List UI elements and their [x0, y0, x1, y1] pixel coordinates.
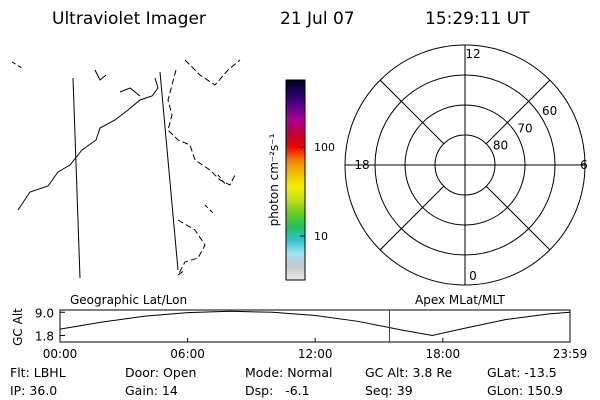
coastline [167, 59, 241, 186]
status-field: Seq: 39 [365, 383, 413, 398]
coastline [17, 77, 159, 211]
status-field: GLon: 150.9 [487, 383, 563, 398]
colorbar-fill [285, 79, 306, 281]
mlt-label: 18 [354, 158, 369, 172]
polar-ring-label: 80 [493, 138, 508, 152]
y-axis-label: GC Alt [11, 308, 25, 346]
polar-ring-label: 60 [542, 104, 557, 118]
status-field: Gain: 14 [125, 383, 178, 398]
status-field: Flt: LBHL [10, 365, 66, 380]
meridian [72, 77, 81, 279]
mlt-label: 0 [469, 269, 477, 283]
coastline [177, 219, 206, 276]
status-field: Dsp: -6.1 [245, 383, 310, 398]
instrument: Ultraviolet Imager [52, 9, 206, 29]
polar-spoke [485, 79, 551, 145]
meridian [159, 71, 179, 271]
x-tick-label: 06:00 [170, 347, 205, 361]
mlt-label: 12 [465, 47, 480, 61]
polar-spoke [379, 185, 445, 251]
altitude-chart: 1.8 9.0 00:00 06:00 12:00 18:00 23:59 [35, 306, 587, 361]
status-field: Mode: Normal [245, 365, 332, 380]
colorbar-tick-label: 10 [314, 230, 328, 243]
mlt-label: 6 [580, 158, 588, 172]
colorbar-tick-label: 100 [314, 141, 335, 154]
coastline [11, 61, 227, 216]
colorbar: 10 100 [285, 79, 335, 281]
altitude-line [59, 310, 571, 337]
colorbar-label: photon cm⁻²s⁻¹ [267, 133, 281, 226]
polar-ring [404, 104, 526, 226]
status-field: IP: 36.0 [10, 383, 57, 398]
polar-ring [434, 134, 496, 196]
status-field: Door: Open [125, 365, 196, 380]
y-tick-label: 9.0 [35, 306, 54, 320]
status-field: GC Alt: 3.8 Re [365, 365, 452, 380]
left-label: Geographic Lat/Lon [70, 293, 187, 307]
polar-spoke [485, 185, 551, 251]
x-tick-label: 00:00 [43, 347, 78, 361]
x-tick-label: 23:59 [553, 347, 588, 361]
right-label: Apex MLat/MLT [415, 293, 505, 307]
y-tick-label: 1.8 [35, 330, 54, 344]
coastline [94, 69, 141, 97]
polar-ring-label: 70 [517, 121, 532, 135]
x-tick-label: 12:00 [298, 347, 333, 361]
time: 15:29:11 UT [425, 9, 530, 29]
date: 21 Jul 07 [280, 9, 355, 29]
x-tick-label: 18:00 [426, 347, 461, 361]
polar-spoke [379, 79, 445, 145]
polar-ring [374, 74, 556, 256]
polar-plot: 80 70 60 0 6 12 18 [344, 44, 588, 286]
footer: Flt: LBHL Door: Open Mode: Normal GC Alt: 3… [10, 365, 563, 398]
status-field: GLat: -13.5 [487, 365, 557, 380]
geographic-map [11, 59, 241, 279]
